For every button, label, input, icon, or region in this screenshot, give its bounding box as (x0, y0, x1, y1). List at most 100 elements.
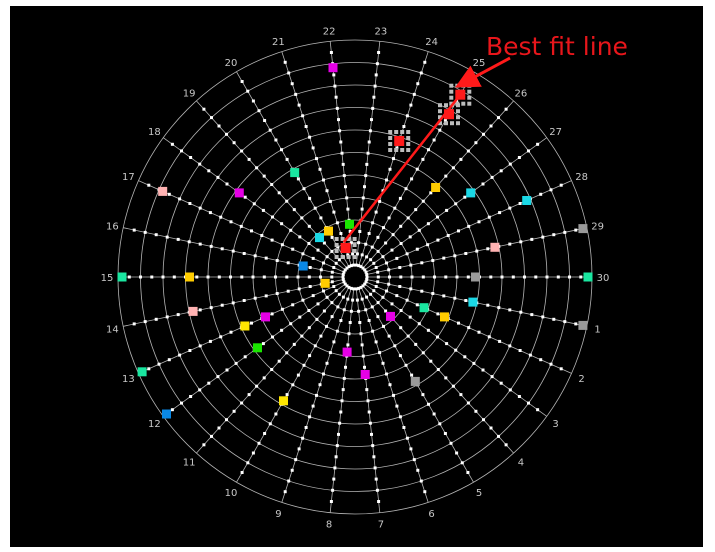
cluster-dot (467, 95, 472, 100)
data-dot (369, 292, 373, 296)
data-dot (344, 185, 347, 189)
data-dot (202, 443, 206, 447)
cluster-dot (352, 237, 357, 241)
data-dot (395, 146, 399, 150)
data-dot (431, 292, 435, 295)
data-dot (545, 275, 549, 279)
data-dot (127, 275, 131, 279)
colored-marker (360, 370, 370, 379)
data-dot (449, 441, 453, 445)
data-dot (431, 259, 435, 262)
data-dot (189, 395, 193, 398)
data-dot (361, 266, 365, 270)
data-dot (257, 441, 261, 445)
spoke-label: 1 (594, 325, 600, 336)
data-dot (220, 247, 224, 251)
data-dot (342, 308, 346, 312)
data-dot (225, 368, 229, 372)
data-dot (444, 174, 448, 178)
data-dot (188, 349, 192, 352)
data-dot (482, 132, 485, 136)
data-dot (541, 235, 545, 239)
data-dot (405, 298, 409, 302)
data-dot (165, 315, 169, 319)
data-dot (307, 224, 311, 228)
data-dot (308, 354, 312, 358)
data-dot (291, 383, 295, 387)
data-dot (398, 415, 402, 419)
cluster-dot (406, 148, 411, 152)
data-dot (404, 363, 408, 367)
cluster-dot (444, 103, 448, 108)
data-dot (410, 373, 414, 377)
cluster-dot (449, 89, 454, 94)
data-dot (355, 298, 359, 302)
data-dot (518, 349, 522, 352)
data-dot (231, 301, 235, 305)
data-dot (534, 275, 538, 279)
data-dot (289, 228, 293, 232)
data-dot (559, 183, 563, 187)
data-dot (467, 224, 471, 228)
data-dot (475, 249, 479, 253)
data-dot (408, 235, 412, 239)
data-dot (360, 207, 364, 211)
data-dot (246, 461, 250, 465)
data-dot (157, 362, 161, 366)
data-dot (517, 156, 521, 159)
data-dot (330, 235, 334, 239)
spoke-label: 3 (552, 419, 558, 430)
data-dot (292, 342, 296, 346)
data-dot (232, 409, 236, 413)
spoke-label: 4 (518, 457, 524, 468)
cluster-dot (438, 103, 442, 108)
data-dot (285, 351, 289, 355)
data-dot (150, 275, 154, 279)
data-dot (508, 308, 512, 312)
data-dot (291, 303, 295, 307)
data-dot (250, 229, 253, 233)
data-dot (342, 376, 346, 380)
data-dot (367, 319, 371, 322)
colored-marker (328, 63, 338, 73)
data-dot (322, 241, 326, 245)
cluster-dot (456, 109, 460, 114)
cluster-dot (400, 148, 405, 152)
data-dot (180, 401, 183, 405)
spoke-label: 7 (378, 520, 384, 531)
data-dot (446, 234, 450, 237)
data-dot (523, 275, 526, 279)
data-dot (345, 284, 349, 288)
cluster-dot (456, 103, 460, 108)
data-dot (508, 162, 512, 166)
data-dot (330, 270, 334, 274)
data-dot (286, 289, 290, 293)
data-dot (574, 228, 578, 232)
data-dot (402, 125, 406, 128)
cluster-dot (456, 121, 460, 126)
data-dot (364, 270, 368, 274)
data-dot (337, 258, 341, 262)
data-dot (240, 401, 244, 405)
data-dot (308, 285, 312, 288)
colored-marker (440, 312, 449, 322)
data-dot (280, 243, 284, 247)
data-dot (210, 116, 213, 120)
data-dot (378, 351, 382, 355)
spoke-label: 14 (106, 325, 119, 336)
data-dot (247, 393, 251, 397)
data-dot (387, 334, 391, 338)
data-dot (217, 426, 221, 430)
colored-marker (324, 226, 333, 236)
cluster-dot (352, 249, 357, 253)
colored-marker (261, 312, 270, 322)
spoke-label: 18 (148, 127, 161, 138)
data-dot (154, 233, 158, 237)
data-dot (477, 220, 481, 224)
data-dot (444, 376, 448, 380)
data-dot (398, 266, 402, 269)
data-dot (349, 286, 353, 290)
spoke-label: 12 (148, 419, 161, 430)
data-dot (438, 422, 442, 426)
data-dot (307, 275, 311, 279)
